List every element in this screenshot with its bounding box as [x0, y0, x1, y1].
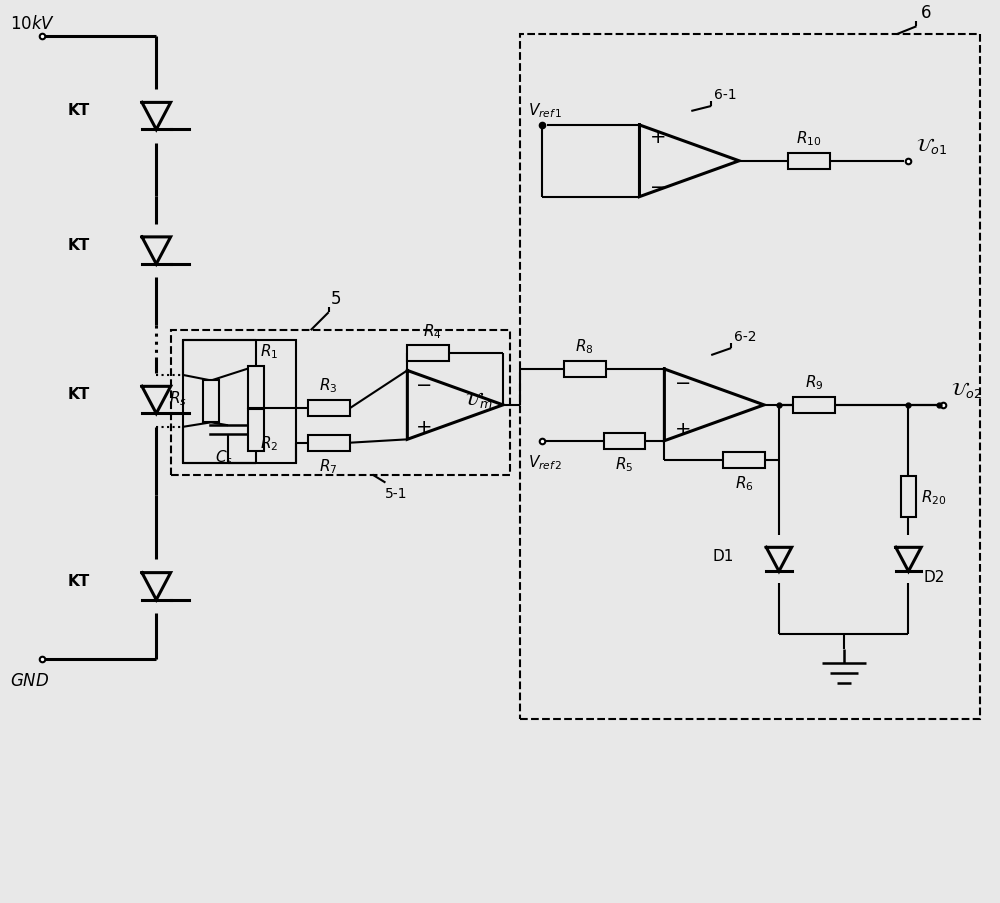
- Bar: [723, 452, 765, 468]
- Text: 6: 6: [920, 5, 931, 23]
- Text: D2: D2: [923, 570, 945, 584]
- Text: $V_{ref\,1}$: $V_{ref\,1}$: [528, 101, 562, 120]
- Text: $R_6$: $R_6$: [735, 474, 753, 493]
- Text: $R_9$: $R_9$: [805, 373, 823, 392]
- Text: KT: KT: [67, 237, 90, 253]
- Text: 5: 5: [331, 290, 341, 308]
- Text: $\mathcal{U}_{o2}$: $\mathcal{U}_{o2}$: [951, 379, 983, 399]
- Text: D1: D1: [713, 548, 734, 563]
- Text: $\mathcal{U}_{o1}$: $\mathcal{U}_{o1}$: [916, 135, 948, 155]
- Text: $R_2$: $R_2$: [260, 434, 278, 453]
- Bar: [248, 409, 264, 452]
- Text: $-$: $-$: [415, 374, 432, 393]
- Text: $+$: $+$: [415, 418, 432, 437]
- Text: $-$: $-$: [674, 372, 691, 391]
- Bar: [520, 35, 980, 719]
- Text: $+$: $+$: [649, 128, 666, 147]
- Text: $GND$: $GND$: [10, 671, 49, 689]
- Bar: [183, 340, 296, 463]
- Bar: [407, 346, 449, 361]
- Text: $R_s$: $R_s$: [169, 388, 187, 407]
- Bar: [171, 330, 510, 475]
- Text: $R_7$: $R_7$: [319, 457, 338, 476]
- Bar: [564, 361, 606, 377]
- Text: $R_5$: $R_5$: [615, 455, 634, 474]
- Text: KT: KT: [67, 387, 90, 402]
- Text: 5-1: 5-1: [385, 486, 408, 500]
- Text: $C_s$: $C_s$: [215, 448, 233, 467]
- Text: $R_{20}$: $R_{20}$: [921, 488, 947, 507]
- Bar: [308, 435, 350, 452]
- Text: $R_1$: $R_1$: [260, 342, 278, 360]
- Bar: [308, 401, 350, 417]
- Bar: [604, 433, 645, 449]
- Text: $+$: $+$: [674, 420, 691, 439]
- Text: 6-1: 6-1: [714, 88, 737, 102]
- Text: $R_4$: $R_4$: [423, 322, 442, 340]
- Text: $10kV$: $10kV$: [10, 15, 55, 33]
- Bar: [203, 381, 219, 423]
- Text: $-$: $-$: [649, 176, 666, 195]
- Text: $R_8$: $R_8$: [575, 337, 594, 356]
- Bar: [901, 476, 916, 517]
- Text: $R_3$: $R_3$: [319, 377, 338, 395]
- Text: KT: KT: [67, 103, 90, 118]
- Text: $\mathcal{U}_m$: $\mathcal{U}_m$: [465, 389, 493, 409]
- Bar: [788, 154, 830, 170]
- Bar: [248, 367, 264, 408]
- Text: $V_{ref\,2}$: $V_{ref\,2}$: [528, 453, 562, 472]
- Bar: [793, 397, 835, 414]
- Text: $R_{10}$: $R_{10}$: [796, 129, 822, 148]
- Text: KT: KT: [67, 573, 90, 588]
- Text: 6-2: 6-2: [734, 330, 757, 344]
